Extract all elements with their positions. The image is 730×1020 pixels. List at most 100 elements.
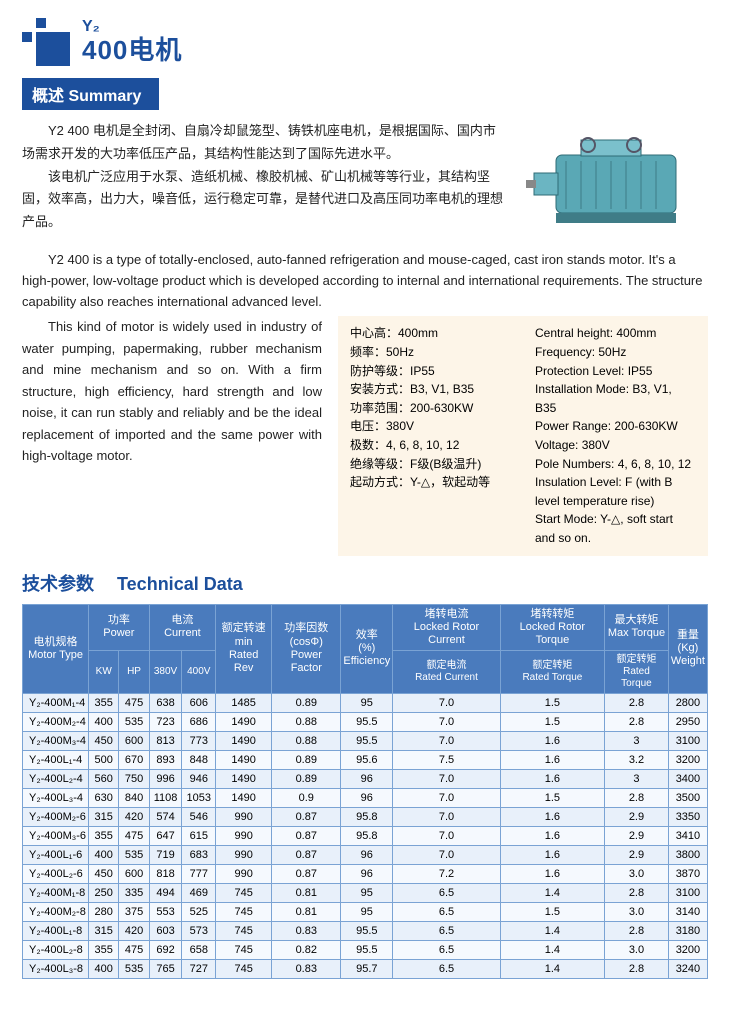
header: Y₂ 400电机 [22, 18, 708, 66]
spec-line: 中心高：400mm [350, 324, 511, 343]
table-cell: 3410 [668, 827, 707, 846]
table-cell: 7.0 [393, 694, 500, 713]
table-cell: 1108 [149, 789, 182, 808]
title-small: Y₂ [82, 18, 182, 36]
table-cell: 95 [341, 694, 393, 713]
table-cell: 1.4 [500, 884, 604, 903]
table-cell: 6.5 [393, 922, 500, 941]
table-row: Y₂-400M₃-63554756476159900.8795.87.01.62… [23, 827, 708, 846]
table-cell: 0.87 [272, 827, 341, 846]
table-cell: 1.4 [500, 960, 604, 979]
table-cell: 1.5 [500, 903, 604, 922]
technical-data-table: 电机规格Motor Type 功率 Power 电流 Current 额定转速m… [22, 604, 708, 980]
th-current: 电流 Current [149, 604, 215, 651]
table-cell: 990 [216, 808, 272, 827]
table-cell: 7.5 [393, 751, 500, 770]
table-cell: 1490 [216, 713, 272, 732]
table-cell: 3.0 [605, 941, 669, 960]
table-cell: 990 [216, 865, 272, 884]
table-cell: 3180 [668, 922, 707, 941]
table-cell: Y₂-400M₂-4 [23, 713, 89, 732]
table-cell: 525 [182, 903, 216, 922]
intro-en-p2: This kind of motor is widely used in ind… [22, 316, 322, 466]
table-cell: 500 [89, 751, 119, 770]
th-rated-torque2: 额定转矩Rated Torque [605, 651, 669, 694]
table-cell: 3200 [668, 941, 707, 960]
table-cell: 0.81 [272, 903, 341, 922]
table-cell: 0.82 [272, 941, 341, 960]
th-weight: 重量(Kg)Weight [668, 604, 707, 694]
spec-line: Protection Level: IP55 [535, 362, 696, 381]
table-cell: 355 [89, 941, 119, 960]
table-cell: 2.8 [605, 789, 669, 808]
table-cell: 745 [216, 922, 272, 941]
table-cell: 95.5 [341, 922, 393, 941]
table-cell: 95.8 [341, 827, 393, 846]
table-cell: 7.0 [393, 770, 500, 789]
table-cell: 420 [119, 808, 149, 827]
spec-line: 安装方式：B3, V1, B35 [350, 380, 511, 399]
table-cell: 813 [149, 732, 182, 751]
table-row: Y₂-400L₁-83154206035737450.8395.56.51.42… [23, 922, 708, 941]
spec-line: Voltage: 380V [535, 436, 696, 455]
table-cell: Y₂-400L₁-8 [23, 922, 89, 941]
table-cell: Y₂-400M₁-4 [23, 694, 89, 713]
table-row: Y₂-400L₂-456075099694614900.89967.01.633… [23, 770, 708, 789]
table-cell: 3500 [668, 789, 707, 808]
table-cell: 420 [119, 922, 149, 941]
table-cell: Y₂-400L₂-4 [23, 770, 89, 789]
table-cell: 1.4 [500, 941, 604, 960]
table-cell: 400 [89, 713, 119, 732]
intro-cn-p2: 该电机广泛应用于水泵、造纸机械、橡胶机械、矿山机械等等行业，其结构坚固，效率高，… [22, 166, 507, 234]
table-cell: 723 [149, 713, 182, 732]
table-cell: 750 [119, 770, 149, 789]
table-cell: 1490 [216, 732, 272, 751]
table-cell: 600 [119, 732, 149, 751]
table-cell: 1.6 [500, 770, 604, 789]
page: Y₂ 400电机 概述 Summary Y2 400 电机是全封闭、自扇冷却鼠笼… [0, 0, 730, 997]
table-row: Y₂-400M₃-445060081377314900.8895.57.01.6… [23, 732, 708, 751]
table-cell: 848 [182, 751, 216, 770]
th-locked-current: 堵转电流Locked Rotor Current [393, 604, 500, 651]
table-cell: 1490 [216, 770, 272, 789]
th-hp: HP [119, 651, 149, 694]
table-cell: 475 [119, 827, 149, 846]
title-block: Y₂ 400电机 [82, 18, 182, 64]
table-cell: 3.0 [605, 903, 669, 922]
table-cell: 0.81 [272, 884, 341, 903]
table-cell: 95.6 [341, 751, 393, 770]
th-kw: KW [89, 651, 119, 694]
table-cell: 95 [341, 903, 393, 922]
table-cell: 6.5 [393, 941, 500, 960]
table-cell: 6.5 [393, 960, 500, 979]
table-cell: 280 [89, 903, 119, 922]
table-cell: 535 [119, 960, 149, 979]
table-cell: Y₂-400M₂-8 [23, 903, 89, 922]
table-cell: 0.87 [272, 846, 341, 865]
table-cell: 315 [89, 922, 119, 941]
th-rated-rev: 额定转速minRated Rev [216, 604, 272, 694]
th-power: 功率 Power [89, 604, 150, 651]
table-cell: 95.7 [341, 960, 393, 979]
table-cell: 1.5 [500, 789, 604, 808]
table-cell: 469 [182, 884, 216, 903]
table-cell: 818 [149, 865, 182, 884]
intro-en-p1: Y2 400 is a type of totally-enclosed, au… [22, 250, 708, 312]
table-cell: 670 [119, 751, 149, 770]
table-cell: 3140 [668, 903, 707, 922]
table-cell: 6.5 [393, 903, 500, 922]
table-cell: 3100 [668, 884, 707, 903]
table-cell: 95 [341, 884, 393, 903]
table-cell: 1.4 [500, 922, 604, 941]
tech-title-en: Technical Data [117, 574, 243, 594]
th-rated-current: 额定电流Rated Current [393, 651, 500, 694]
table-cell: 686 [182, 713, 216, 732]
table-cell: 990 [216, 827, 272, 846]
table-cell: Y₂-400L₂-8 [23, 941, 89, 960]
table-cell: Y₂-400L₁-4 [23, 751, 89, 770]
table-cell: 893 [149, 751, 182, 770]
table-cell: 3.2 [605, 751, 669, 770]
table-cell: 574 [149, 808, 182, 827]
table-cell: 1.6 [500, 846, 604, 865]
table-row: Y₂-400M₁-82503354944697450.81956.51.42.8… [23, 884, 708, 903]
